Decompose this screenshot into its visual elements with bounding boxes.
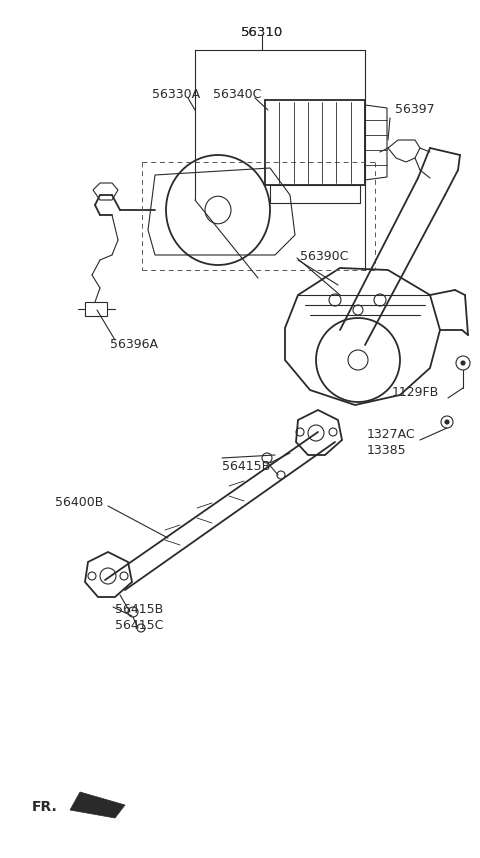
- Text: 56415C: 56415C: [115, 619, 163, 632]
- Text: 13385: 13385: [367, 444, 407, 457]
- Text: 1129FB: 1129FB: [392, 386, 439, 399]
- Text: 56340C: 56340C: [213, 88, 262, 101]
- Text: 56397: 56397: [395, 103, 434, 116]
- Text: FR.: FR.: [32, 800, 58, 814]
- Polygon shape: [70, 792, 125, 818]
- Text: 56310: 56310: [241, 26, 283, 39]
- Bar: [85, 302, 107, 316]
- Bar: [265, 100, 365, 185]
- Text: 56400B: 56400B: [55, 496, 103, 509]
- Text: 56330A: 56330A: [152, 88, 200, 101]
- Circle shape: [445, 420, 449, 424]
- Text: 56415B: 56415B: [222, 460, 270, 473]
- Text: 56396A: 56396A: [110, 338, 158, 351]
- Text: 56415B: 56415B: [115, 603, 163, 616]
- Circle shape: [461, 361, 465, 365]
- Text: 56310: 56310: [241, 26, 283, 39]
- Text: 56390C: 56390C: [300, 250, 348, 263]
- Text: 1327AC: 1327AC: [367, 428, 416, 441]
